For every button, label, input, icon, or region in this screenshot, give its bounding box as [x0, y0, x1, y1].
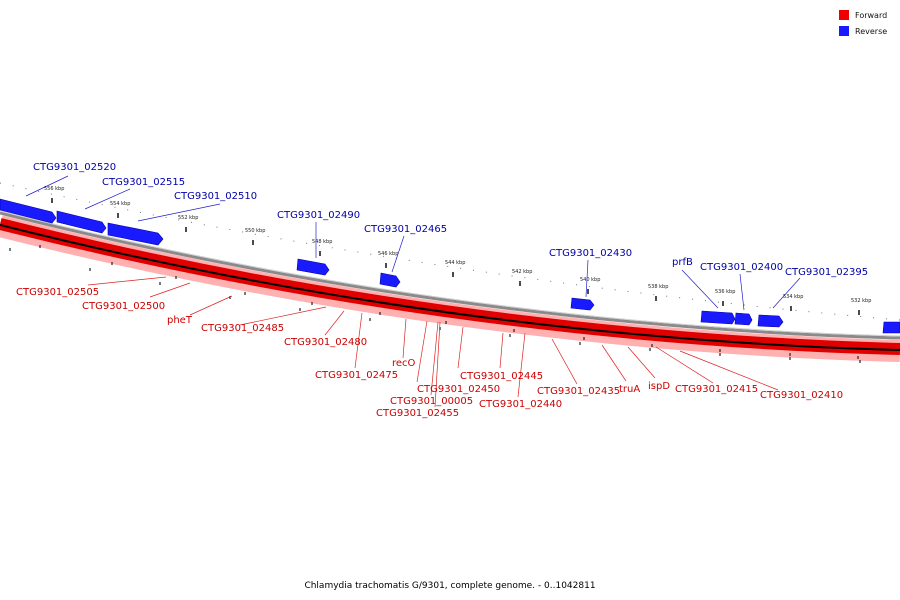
- gene-label-forward[interactable]: CTG9301_02505: [16, 287, 99, 298]
- scale-tick-label: 536 kbp: [715, 289, 735, 295]
- scale-tick-label: 540 kbp: [580, 277, 600, 283]
- legend: Forward Reverse: [839, 10, 887, 36]
- scale-ticks: 556 kbp 554 kbp 552 kbp 550 kbp 548 kbp 546 k…: [44, 186, 871, 315]
- gene-label-reverse[interactable]: CTG9301_02520: [33, 162, 116, 173]
- gene-label-forward[interactable]: recO: [392, 358, 416, 369]
- gene-label-forward[interactable]: CTG9301_02415: [675, 384, 758, 395]
- reverse-leader-lines: [25, 175, 801, 311]
- scale-tick-label: 550 kbp: [245, 228, 265, 234]
- forward-strand-band: [0, 218, 900, 355]
- gene-label-forward[interactable]: CTG9301_02455: [376, 408, 459, 419]
- reverse-gene-arrow[interactable]: [379, 272, 401, 288]
- gene-label-forward[interactable]: CTG9301_02435: [537, 386, 620, 397]
- gene-label-forward[interactable]: CTG9301_02480: [284, 337, 367, 348]
- legend-label-reverse: Reverse: [855, 27, 887, 36]
- forward-strand-core: [0, 224, 900, 351]
- gene-label-reverse[interactable]: CTG9301_02400: [700, 262, 783, 273]
- gene-label-reverse[interactable]: prfB: [672, 257, 693, 268]
- scale-tick-label: 548 kbp: [312, 239, 332, 245]
- reverse-gene-arrow[interactable]: [700, 310, 736, 325]
- gene-label-reverse[interactable]: CTG9301_02395: [785, 267, 868, 278]
- gene-label-reverse[interactable]: CTG9301_02465: [364, 224, 447, 235]
- gene-label-forward[interactable]: CTG9301_00005: [390, 396, 473, 407]
- gene-label-reverse[interactable]: CTG9301_02510: [174, 191, 257, 202]
- gene-label-forward[interactable]: truA: [619, 384, 640, 395]
- legend-label-forward: Forward: [855, 11, 887, 20]
- scale-tick-label: 556 kbp: [44, 186, 64, 192]
- strand-separator-light: [0, 210, 900, 337]
- scale-tick-label: 552 kbp: [178, 215, 198, 221]
- scale-tick-label: 546 kbp: [378, 251, 398, 257]
- gene-label-forward[interactable]: CTG9301_02475: [315, 370, 398, 381]
- gene-label-forward[interactable]: ispD: [648, 381, 670, 392]
- scale-tick-label: 538 kbp: [648, 284, 668, 290]
- reverse-gene-arrow[interactable]: [734, 312, 753, 326]
- reverse-gene-arrow[interactable]: [296, 258, 330, 276]
- reverse-gene-arrow[interactable]: [882, 321, 900, 334]
- gene-label-forward[interactable]: CTG9301_02485: [201, 323, 284, 334]
- gene-label-forward[interactable]: CTG9301_02500: [82, 301, 165, 312]
- forward-leader-lines: [87, 276, 779, 408]
- scale-tick-label: 534 kbp: [783, 294, 803, 300]
- reverse-gene-arrows: [0, 198, 900, 334]
- gene-label-forward[interactable]: CTG9301_02440: [479, 399, 562, 410]
- scale-tick-label: 532 kbp: [851, 298, 871, 304]
- reverse-gene-arrow[interactable]: [107, 222, 164, 246]
- genome-caption: Chlamydia trachomatis G/9301, complete g…: [304, 581, 595, 591]
- reverse-gene-labels: CTG9301_02520 CTG9301_02515 CTG9301_0251…: [33, 162, 868, 278]
- reverse-gene-arrow[interactable]: [570, 297, 595, 311]
- feature-ticks: [9, 245, 861, 363]
- gene-label-forward[interactable]: CTG9301_02450: [417, 384, 500, 395]
- scale-tick-label: 542 kbp: [512, 269, 532, 275]
- legend-swatch-reverse: [839, 26, 849, 36]
- forward-gene-labels: CTG9301_02505 CTG9301_02500 pheT CTG9301…: [16, 287, 843, 419]
- reverse-gene-arrow[interactable]: [56, 210, 107, 234]
- strand-separator: [0, 211, 900, 340]
- legend-swatch-forward: [839, 10, 849, 20]
- scale-tick-label: 554 kbp: [110, 201, 130, 207]
- reverse-gene-arrow[interactable]: [0, 198, 57, 224]
- gene-label-reverse[interactable]: CTG9301_02430: [549, 248, 632, 259]
- gene-label-forward[interactable]: pheT: [167, 315, 193, 326]
- gene-label-reverse[interactable]: CTG9301_02490: [277, 210, 360, 221]
- gene-label-forward[interactable]: CTG9301_02410: [760, 390, 843, 401]
- reverse-gene-arrow[interactable]: [757, 314, 784, 328]
- scale-tick-label: 544 kbp: [445, 260, 465, 266]
- genome-backbone: [0, 210, 900, 362]
- gene-label-reverse[interactable]: CTG9301_02515: [102, 177, 185, 188]
- gene-label-forward[interactable]: CTG9301_02445: [460, 371, 543, 382]
